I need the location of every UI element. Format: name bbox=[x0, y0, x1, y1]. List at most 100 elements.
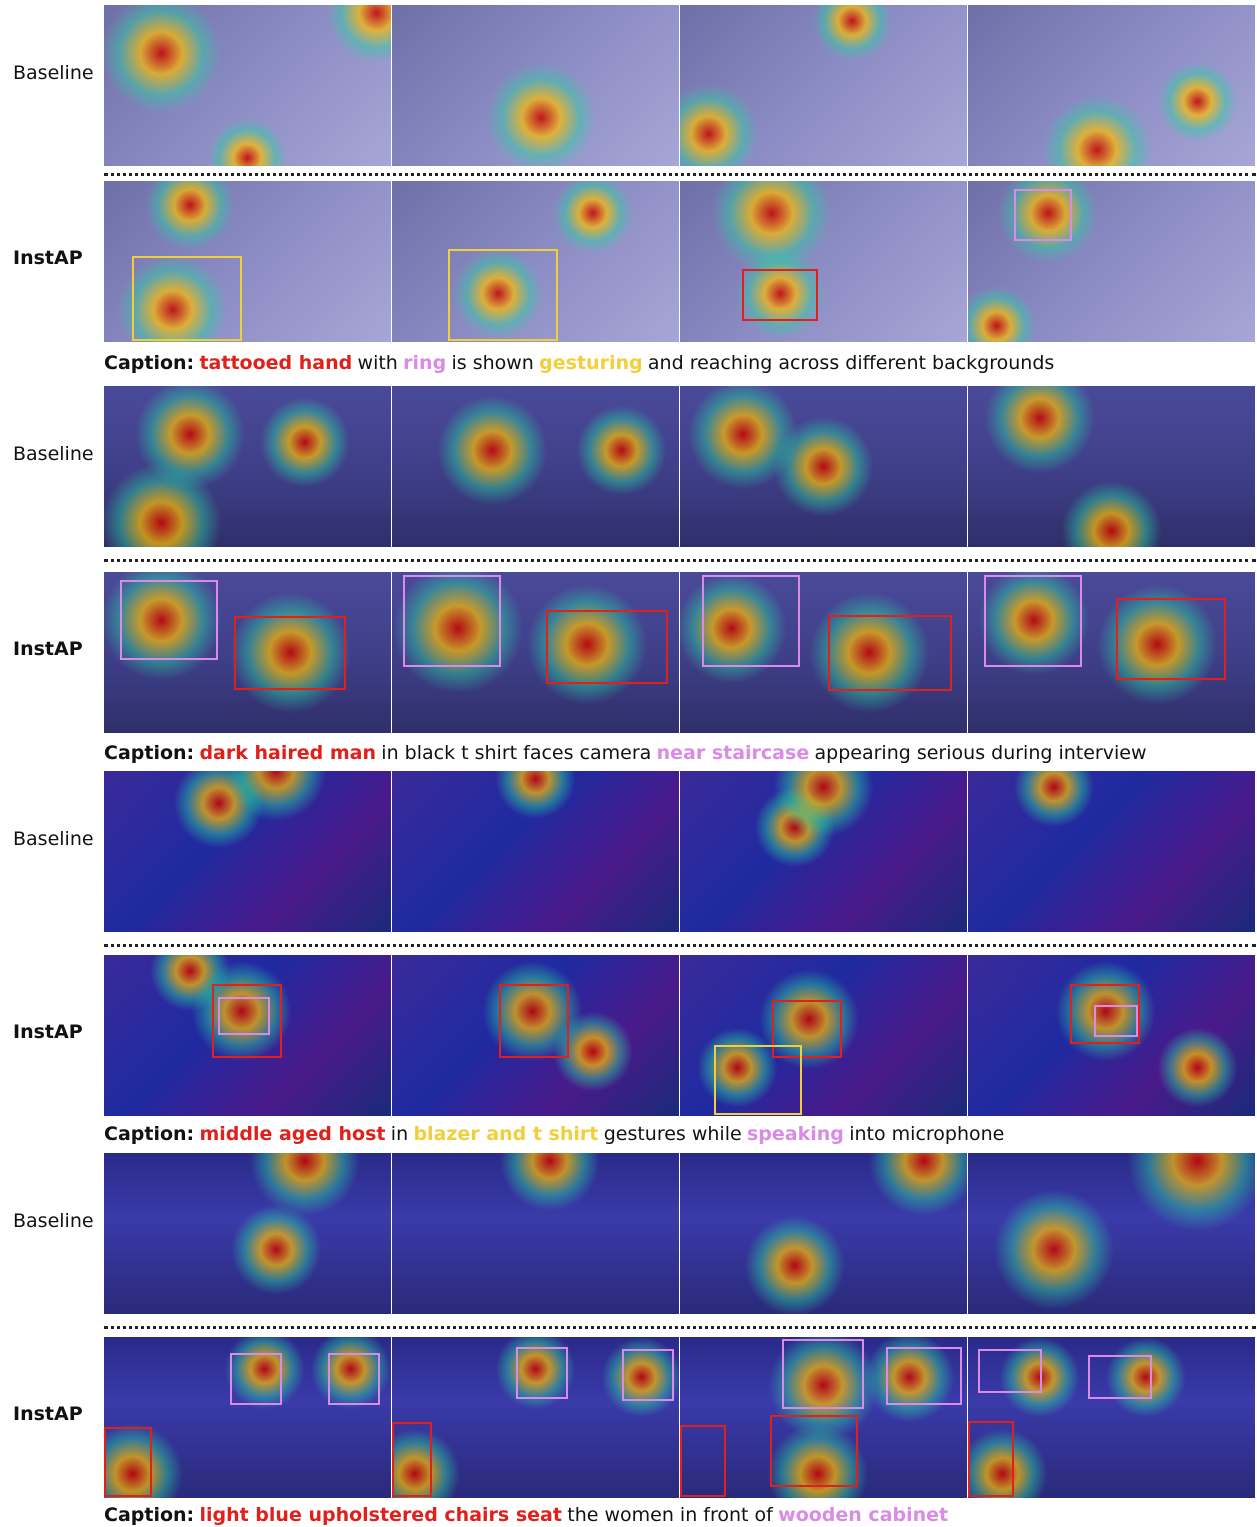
separator bbox=[104, 944, 1256, 947]
instap-frame bbox=[680, 572, 967, 733]
caption-text: appearing serious during interview bbox=[815, 742, 1147, 764]
baseline-frame bbox=[104, 386, 391, 547]
baseline-frame bbox=[680, 1153, 967, 1314]
instap-frame bbox=[968, 955, 1255, 1116]
bounding-box bbox=[770, 1415, 858, 1487]
instap-frame bbox=[968, 572, 1255, 733]
instap-frame bbox=[392, 181, 679, 342]
caption-text: and reaching across different background… bbox=[648, 352, 1054, 374]
caption-highlight: near staircase bbox=[657, 742, 810, 764]
instap-label: InstAP bbox=[13, 1403, 83, 1425]
caption-text: is shown bbox=[451, 352, 533, 374]
separator bbox=[104, 173, 1256, 176]
bounding-box bbox=[516, 1347, 568, 1399]
bounding-box bbox=[680, 1425, 726, 1497]
bounding-box bbox=[782, 1339, 864, 1409]
bounding-box bbox=[234, 616, 346, 690]
bounding-box bbox=[984, 575, 1082, 667]
baseline-label: Baseline bbox=[13, 1210, 94, 1232]
caption-highlight: speaking bbox=[747, 1123, 844, 1145]
instap-frame bbox=[392, 572, 679, 733]
baseline-label: Baseline bbox=[13, 443, 94, 465]
bounding-box bbox=[1014, 189, 1072, 241]
bounding-box bbox=[104, 1427, 152, 1497]
instap-frame bbox=[680, 955, 967, 1116]
instap-label: InstAP bbox=[13, 247, 83, 269]
caption: Caption:light blue upholstered chairs se… bbox=[104, 1504, 953, 1526]
baseline-frame bbox=[392, 5, 679, 166]
bounding-box bbox=[702, 575, 800, 667]
bounding-box bbox=[230, 1353, 282, 1405]
instap-frame bbox=[968, 181, 1255, 342]
bounding-box bbox=[1088, 1355, 1152, 1399]
caption-text: the women in front of bbox=[567, 1504, 773, 1526]
instap-label: InstAP bbox=[13, 1021, 83, 1043]
bounding-box bbox=[546, 610, 668, 684]
bounding-box bbox=[968, 1421, 1014, 1497]
baseline-frame bbox=[968, 386, 1255, 547]
caption-highlight: gesturing bbox=[539, 352, 642, 374]
instap-frame bbox=[104, 955, 391, 1116]
instap-frame bbox=[680, 181, 967, 342]
caption-text: into microphone bbox=[849, 1123, 1004, 1145]
caption-highlight: blazer and t shirt bbox=[413, 1123, 598, 1145]
bounding-box bbox=[1116, 598, 1226, 680]
instap-frame bbox=[392, 1337, 679, 1498]
separator bbox=[104, 1326, 1256, 1329]
instap-frame bbox=[392, 955, 679, 1116]
baseline-frame bbox=[968, 1153, 1255, 1314]
bounding-box bbox=[328, 1353, 380, 1405]
caption-prefix: Caption: bbox=[104, 742, 194, 764]
bounding-box bbox=[886, 1347, 962, 1405]
bounding-box bbox=[499, 984, 569, 1058]
baseline-frame bbox=[104, 1153, 391, 1314]
caption-highlight: middle aged host bbox=[199, 1123, 385, 1145]
instap-frame bbox=[680, 1337, 967, 1498]
baseline-label: Baseline bbox=[13, 828, 94, 850]
figure: (() => { const data = JSON.parse(documen… bbox=[0, 0, 1257, 1527]
bounding-box bbox=[714, 1045, 802, 1115]
separator bbox=[104, 559, 1256, 562]
baseline-frame bbox=[968, 5, 1255, 166]
bounding-box bbox=[978, 1349, 1042, 1393]
baseline-frame bbox=[680, 5, 967, 166]
baseline-frame bbox=[104, 5, 391, 166]
caption-highlight: ring bbox=[403, 352, 446, 374]
caption-text: gestures while bbox=[604, 1123, 742, 1145]
caption-prefix: Caption: bbox=[104, 352, 194, 374]
baseline-frame bbox=[392, 386, 679, 547]
bounding-box bbox=[622, 1349, 674, 1401]
caption-text: with bbox=[358, 352, 398, 374]
caption-prefix: Caption: bbox=[104, 1123, 194, 1145]
baseline-frame bbox=[680, 386, 967, 547]
caption-highlight: wooden cabinet bbox=[778, 1504, 948, 1526]
caption-highlight: light blue upholstered chairs seat bbox=[199, 1504, 561, 1526]
baseline-frame bbox=[392, 1153, 679, 1314]
bounding-box bbox=[218, 997, 270, 1035]
baseline-label: Baseline bbox=[13, 62, 94, 84]
baseline-frame bbox=[392, 771, 679, 932]
caption-highlight: tattooed hand bbox=[199, 352, 352, 374]
bounding-box bbox=[120, 580, 218, 660]
bounding-box bbox=[448, 249, 558, 341]
instap-label: InstAP bbox=[13, 638, 83, 660]
instap-frame bbox=[104, 572, 391, 733]
caption-text: in bbox=[391, 1123, 408, 1145]
baseline-frame bbox=[104, 771, 391, 932]
bounding-box bbox=[392, 1422, 432, 1497]
baseline-frame bbox=[968, 771, 1255, 932]
bounding-box bbox=[1094, 1005, 1138, 1037]
instap-frame bbox=[104, 181, 391, 342]
instap-frame bbox=[104, 1337, 391, 1498]
caption-text: in black t shirt faces camera bbox=[381, 742, 651, 764]
caption-highlight: dark haired man bbox=[199, 742, 376, 764]
baseline-frame bbox=[680, 771, 967, 932]
bounding-box bbox=[132, 256, 242, 341]
bounding-box bbox=[828, 615, 952, 691]
bounding-box bbox=[742, 269, 818, 321]
instap-frame bbox=[968, 1337, 1255, 1498]
caption-prefix: Caption: bbox=[104, 1504, 194, 1526]
